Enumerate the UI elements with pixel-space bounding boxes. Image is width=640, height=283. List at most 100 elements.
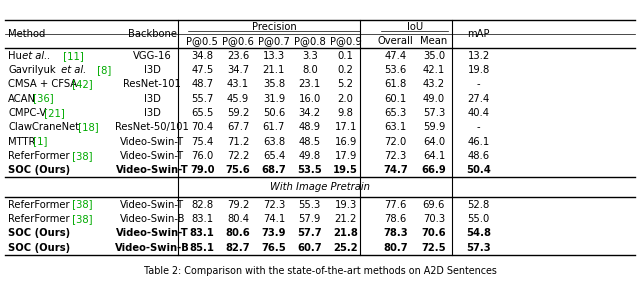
Text: 65.3: 65.3	[385, 108, 406, 118]
Text: 53.6: 53.6	[385, 65, 406, 75]
Text: 34.8: 34.8	[191, 51, 213, 61]
Text: Video-Swin-T: Video-Swin-T	[120, 200, 184, 210]
Text: 57.7: 57.7	[298, 228, 322, 238]
Text: [1]: [1]	[31, 137, 48, 147]
Text: Precision: Precision	[252, 22, 296, 32]
Text: 79.0: 79.0	[190, 165, 214, 175]
Text: 59.2: 59.2	[227, 108, 249, 118]
Text: 71.2: 71.2	[227, 137, 249, 147]
Text: 65.5: 65.5	[191, 108, 213, 118]
Text: 0.2: 0.2	[338, 65, 353, 75]
Text: CMPC-V: CMPC-V	[8, 108, 47, 118]
Text: P@0.7: P@0.7	[258, 36, 290, 46]
Text: 48.6: 48.6	[468, 151, 490, 161]
Text: 55.3: 55.3	[299, 200, 321, 210]
Text: SOC (Ours): SOC (Ours)	[8, 228, 70, 238]
Text: 64.1: 64.1	[423, 151, 445, 161]
Text: 25.2: 25.2	[333, 243, 358, 252]
Text: 72.5: 72.5	[422, 243, 446, 252]
Text: 57.9: 57.9	[299, 214, 321, 224]
Text: 50.4: 50.4	[467, 165, 491, 175]
Text: 80.4: 80.4	[227, 214, 249, 224]
Text: 83.1: 83.1	[191, 214, 213, 224]
Text: P@0.8: P@0.8	[294, 36, 326, 46]
Text: 61.7: 61.7	[263, 122, 285, 132]
Text: ResNet-101: ResNet-101	[124, 79, 181, 89]
Text: et al.: et al.	[58, 65, 86, 75]
Text: 43.2: 43.2	[423, 79, 445, 89]
Text: [38]: [38]	[69, 151, 93, 161]
Text: 78.6: 78.6	[385, 214, 406, 224]
Text: 42.1: 42.1	[423, 65, 445, 75]
Text: [36]: [36]	[31, 94, 54, 104]
Text: [11]: [11]	[60, 51, 84, 61]
Text: 72.3: 72.3	[385, 151, 406, 161]
Text: 72.2: 72.2	[227, 151, 249, 161]
Text: 77.6: 77.6	[385, 200, 406, 210]
Text: IoU: IoU	[406, 22, 423, 32]
Text: 52.8: 52.8	[468, 200, 490, 210]
Text: 47.4: 47.4	[385, 51, 406, 61]
Text: 27.4: 27.4	[468, 94, 490, 104]
Text: 31.9: 31.9	[263, 94, 285, 104]
Text: 0.1: 0.1	[338, 51, 353, 61]
Text: VGG-16: VGG-16	[133, 51, 172, 61]
Text: Video-Swin-T: Video-Swin-T	[116, 165, 189, 175]
Text: 46.1: 46.1	[468, 137, 490, 147]
Text: 61.8: 61.8	[385, 79, 406, 89]
Text: 60.7: 60.7	[298, 243, 322, 252]
Text: 69.6: 69.6	[423, 200, 445, 210]
Text: With Image Pretrain: With Image Pretrain	[270, 182, 370, 192]
Text: P@0.9: P@0.9	[330, 36, 362, 46]
Text: I3D: I3D	[144, 108, 161, 118]
Text: 80.7: 80.7	[383, 243, 408, 252]
Text: SOC (Ours): SOC (Ours)	[8, 243, 70, 252]
Text: ReferFormer: ReferFormer	[8, 151, 70, 161]
Text: 34.2: 34.2	[299, 108, 321, 118]
Text: I3D: I3D	[144, 65, 161, 75]
Text: 9.8: 9.8	[338, 108, 353, 118]
Text: 13.2: 13.2	[468, 51, 490, 61]
Text: 73.9: 73.9	[262, 228, 286, 238]
Text: ClawCraneNet: ClawCraneNet	[8, 122, 79, 132]
Text: 13.3: 13.3	[263, 51, 285, 61]
Text: 43.1: 43.1	[227, 79, 249, 89]
Text: et al..: et al..	[19, 51, 51, 61]
Text: 17.9: 17.9	[335, 151, 356, 161]
Text: 8.0: 8.0	[302, 65, 317, 75]
Text: Video-Swin-T: Video-Swin-T	[120, 137, 184, 147]
Text: 17.1: 17.1	[335, 122, 356, 132]
Text: 54.8: 54.8	[466, 228, 492, 238]
Text: 48.7: 48.7	[191, 79, 213, 89]
Text: 63.1: 63.1	[385, 122, 406, 132]
Text: ACAN: ACAN	[8, 94, 36, 104]
Text: 16.0: 16.0	[299, 94, 321, 104]
Text: 23.6: 23.6	[227, 51, 249, 61]
Text: Video-Swin-T: Video-Swin-T	[116, 228, 189, 238]
Text: 72.3: 72.3	[263, 200, 285, 210]
Text: 57.3: 57.3	[467, 243, 491, 252]
Text: 35.8: 35.8	[263, 79, 285, 89]
Text: 79.2: 79.2	[227, 200, 249, 210]
Text: ResNet-50/101: ResNet-50/101	[115, 122, 189, 132]
Text: 53.5: 53.5	[298, 165, 322, 175]
Text: Video-Swin-B: Video-Swin-B	[120, 214, 185, 224]
Text: 67.7: 67.7	[227, 122, 249, 132]
Text: 75.6: 75.6	[226, 165, 250, 175]
Text: 65.4: 65.4	[263, 151, 285, 161]
Text: 21.1: 21.1	[263, 65, 285, 75]
Text: Mean: Mean	[420, 36, 447, 46]
Text: P@0.6: P@0.6	[222, 36, 254, 46]
Text: 78.3: 78.3	[383, 228, 408, 238]
Text: 50.6: 50.6	[263, 108, 285, 118]
Text: 75.4: 75.4	[191, 137, 213, 147]
Text: 40.4: 40.4	[468, 108, 490, 118]
Text: 63.8: 63.8	[263, 137, 285, 147]
Text: 72.0: 72.0	[385, 137, 406, 147]
Text: 21.2: 21.2	[335, 214, 356, 224]
Text: 5.2: 5.2	[338, 79, 354, 89]
Text: Video-Swin-B: Video-Swin-B	[115, 243, 189, 252]
Text: Video-Swin-T: Video-Swin-T	[120, 151, 184, 161]
Text: 35.0: 35.0	[423, 51, 445, 61]
Text: Hu: Hu	[8, 51, 22, 61]
